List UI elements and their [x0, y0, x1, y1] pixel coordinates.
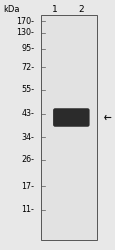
Text: 43-: 43- [21, 109, 34, 118]
Text: 11-: 11- [21, 205, 34, 214]
FancyBboxPatch shape [53, 108, 89, 127]
Bar [41, 14, 96, 240]
Text: 1: 1 [52, 5, 58, 14]
Text: 170-: 170- [16, 17, 34, 26]
Text: 2: 2 [78, 5, 83, 14]
Text: 17-: 17- [21, 182, 34, 191]
Text: 55-: 55- [21, 85, 34, 94]
Text: 72-: 72- [21, 62, 34, 72]
Text: 34-: 34- [21, 132, 34, 141]
Text: kDa: kDa [3, 5, 20, 14]
Text: 95-: 95- [21, 44, 34, 53]
Text: 26-: 26- [21, 155, 34, 164]
Text: 130-: 130- [16, 28, 34, 37]
